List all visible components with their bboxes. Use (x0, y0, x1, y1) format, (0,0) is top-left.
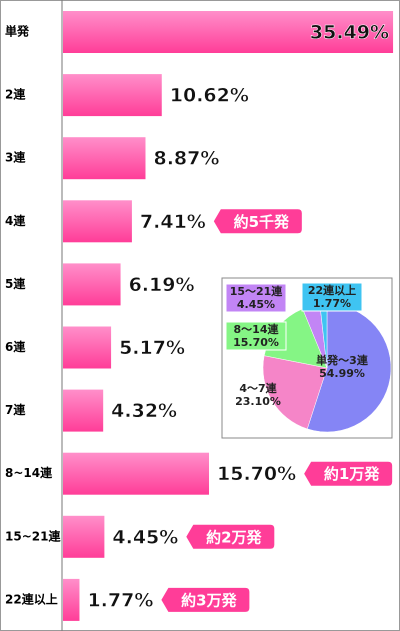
value-label: 4.32% (111, 400, 177, 422)
category-label: 4連 (5, 213, 26, 228)
category-label: 3連 (5, 150, 26, 165)
value-label: 7.41% (140, 211, 206, 233)
pie-category: 4～7連 (239, 381, 277, 395)
value-label: 15.70% (217, 463, 296, 485)
pie-category: 15～21連 (230, 284, 284, 298)
pie-value-label: 54.99% (319, 367, 365, 380)
category-label: 2連 (5, 87, 26, 102)
pie-value-label: 1.77% (313, 297, 351, 310)
bar (63, 74, 162, 117)
pie-category: 8～14連 (234, 322, 280, 336)
bar (63, 11, 394, 53)
pie-value-label: 23.10% (235, 395, 281, 408)
bar (63, 389, 104, 432)
value-label: 1.77% (87, 589, 153, 611)
bar (63, 263, 121, 306)
annotation: 約3万発 (181, 591, 237, 609)
category-label: 5連 (5, 276, 26, 291)
annotation-box (186, 524, 275, 549)
value-label: 5.17% (119, 337, 185, 359)
annotation: 約1万発 (324, 465, 380, 483)
annotation-box (304, 461, 393, 486)
value-label: 6.19% (129, 274, 195, 296)
category-label: 8~14連 (5, 465, 53, 480)
category-label: 22連以上 (5, 591, 58, 606)
category-label: 7連 (5, 402, 26, 417)
bar (63, 137, 146, 180)
pie-label-box (225, 283, 287, 313)
annotation: 約5千発 (234, 213, 290, 231)
category-label: 6連 (5, 339, 26, 354)
bar (63, 515, 105, 558)
annotation-box (213, 209, 302, 234)
annotation: 約2万発 (206, 528, 262, 546)
value-label: 8.87% (153, 148, 219, 170)
category-label: 15~21連 (5, 528, 61, 543)
bar (63, 452, 210, 495)
value-label: 35.49% (310, 22, 389, 44)
bar (63, 200, 132, 243)
bar (63, 326, 112, 369)
pie-value-label: 4.45% (237, 298, 275, 311)
pie-value-label: 15.70% (233, 336, 279, 349)
annotation-box (161, 587, 250, 612)
pie-category: 単発～3連 (316, 353, 369, 367)
pie-label-box (301, 282, 363, 312)
pie-label-box (225, 321, 287, 351)
category-label: 単発 (5, 24, 30, 39)
value-label: 4.45% (112, 526, 178, 548)
pie-category: 22連以上 (308, 283, 356, 297)
pie-slice (262, 355, 328, 430)
bar (63, 578, 80, 621)
value-label: 10.62% (170, 85, 249, 107)
